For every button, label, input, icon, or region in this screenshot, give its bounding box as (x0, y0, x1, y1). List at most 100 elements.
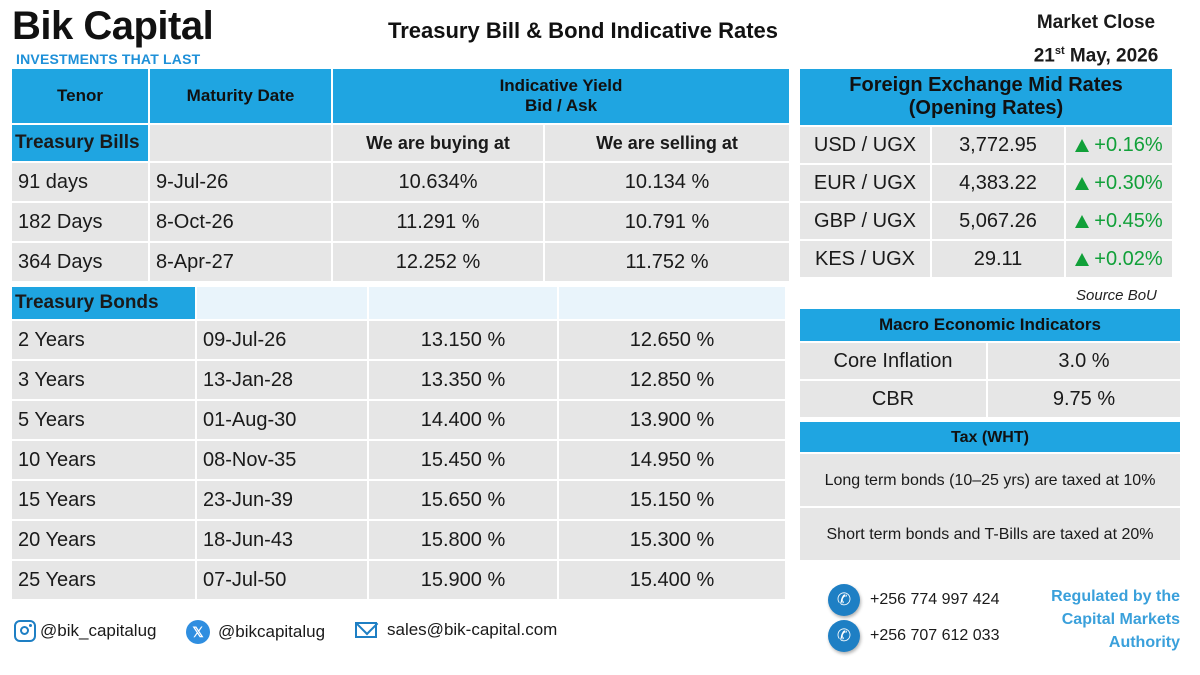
buy-rate-cell: 15.650 % (369, 481, 557, 519)
sell-rate-cell: 14.950 % (559, 441, 785, 479)
section-treasury-bonds: Treasury Bonds (12, 287, 195, 319)
phone-number: +256 707 612 033 (870, 627, 1000, 644)
instagram-icon (14, 620, 36, 642)
email-address: sales@bik-capital.com (387, 620, 558, 639)
fx-change: +0.45% (1066, 203, 1172, 239)
fx-rate: 3,772.95 (932, 127, 1064, 163)
sell-rate-cell: 15.150 % (559, 481, 785, 519)
blank-cell (150, 125, 331, 161)
phone-link-1[interactable]: ✆ +256 774 997 424 (828, 584, 999, 616)
maturity-cell: 01-Aug-30 (197, 401, 367, 439)
tax-table: Tax (WHT) Long term bonds (10–25 yrs) ar… (798, 420, 1182, 562)
buy-rate-cell: 15.900 % (369, 561, 557, 599)
sell-header: We are selling at (545, 125, 789, 161)
buy-rate-cell: 13.150 % (369, 321, 557, 359)
market-close-label: Market Close (1036, 12, 1156, 33)
buy-rate-cell: 10.634% (333, 163, 543, 201)
table-row: 25 Years 07-Jul-50 15.900 % 15.400 % (12, 561, 785, 599)
up-arrow-icon (1075, 176, 1090, 190)
buy-header: We are buying at (333, 125, 543, 161)
fx-header: Foreign Exchange Mid Rates (Opening Rates… (800, 69, 1172, 125)
table-row: 182 Days 8-Oct-26 11.291 % 10.791 % (12, 203, 789, 241)
maturity-cell: 8-Oct-26 (150, 203, 331, 241)
mail-icon (355, 622, 377, 638)
email-link[interactable]: sales@bik-capital.com (355, 620, 557, 640)
tenor-cell: 15 Years (12, 481, 195, 519)
maturity-cell: 08-Nov-35 (197, 441, 367, 479)
sell-rate-cell: 11.752 % (545, 243, 789, 281)
tenor-cell: 5 Years (12, 401, 195, 439)
blank-cell (197, 287, 367, 319)
fx-rate: 29.11 (932, 241, 1064, 277)
table-row: 91 days 9-Jul-26 10.634% 10.134 % (12, 163, 789, 201)
tenor-cell: 182 Days (12, 203, 148, 241)
twitter-link[interactable]: 𝕏 @bikcapitalug (186, 620, 325, 644)
sell-rate-cell: 15.400 % (559, 561, 785, 599)
fx-row: EUR / UGX 4,383.22 +0.30% (800, 165, 1172, 201)
table-row: 5 Years 01-Aug-30 14.400 % 13.900 % (12, 401, 785, 439)
fx-change: +0.16% (1066, 127, 1172, 163)
sell-rate-cell: 15.300 % (559, 521, 785, 559)
table-row: 10 Years 08-Nov-35 15.450 % 14.950 % (12, 441, 785, 479)
table-row: 364 Days 8-Apr-27 12.252 % 11.752 % (12, 243, 789, 281)
macro-header: Macro Economic Indicators (800, 309, 1180, 341)
blank-cell (559, 287, 785, 319)
section-treasury-bills: Treasury Bills (12, 125, 148, 161)
market-close-date: 21st May, 2026 (1033, 45, 1159, 67)
up-arrow-icon (1075, 252, 1090, 266)
tenor-cell: 364 Days (12, 243, 148, 281)
currency-pair: USD / UGX (800, 127, 930, 163)
tenor-cell: 20 Years (12, 521, 195, 559)
phone-number: +256 774 997 424 (870, 591, 1000, 608)
header-yield: Indicative Yield Bid / Ask (333, 69, 789, 123)
tax-note: Short term bonds and T-Bills are taxed a… (800, 508, 1180, 560)
maturity-cell: 9-Jul-26 (150, 163, 331, 201)
table-row: 3 Years 13-Jan-28 13.350 % 12.850 % (12, 361, 785, 399)
tenor-cell: 3 Years (12, 361, 195, 399)
instagram-link[interactable]: @bik_capitalug (14, 620, 157, 642)
brand-logo: Bik Capital INVESTMENTS THAT LAST (12, 4, 227, 68)
tenor-cell: 91 days (12, 163, 148, 201)
buy-rate-cell: 15.800 % (369, 521, 557, 559)
macro-indicators-table: Macro Economic Indicators Core Inflation… (798, 307, 1182, 419)
indicator-label: CBR (800, 381, 986, 417)
phone-link-2[interactable]: ✆ +256 707 612 033 (828, 620, 999, 652)
maturity-cell: 8-Apr-27 (150, 243, 331, 281)
buy-rate-cell: 14.400 % (369, 401, 557, 439)
buy-rate-cell: 15.450 % (369, 441, 557, 479)
fx-rate: 5,067.26 (932, 203, 1064, 239)
table-row: 20 Years 18-Jun-43 15.800 % 15.300 % (12, 521, 785, 559)
tax-note: Long term bonds (10–25 yrs) are taxed at… (800, 454, 1180, 506)
brand-tagline: INVESTMENTS THAT LAST (16, 51, 201, 67)
table-row: 2 Years 09-Jul-26 13.150 % 12.650 % (12, 321, 785, 359)
fx-rates-table: Foreign Exchange Mid Rates (Opening Rates… (798, 67, 1174, 279)
indicator-value: 3.0 % (988, 343, 1180, 379)
macro-row: Core Inflation 3.0 % (800, 343, 1180, 379)
tenor-cell: 25 Years (12, 561, 195, 599)
indicator-label: Core Inflation (800, 343, 986, 379)
tax-header: Tax (WHT) (800, 422, 1180, 452)
macro-row: CBR 9.75 % (800, 381, 1180, 417)
buy-rate-cell: 11.291 % (333, 203, 543, 241)
fx-source: Source BoU (1076, 287, 1157, 304)
fx-row: KES / UGX 29.11 +0.02% (800, 241, 1172, 277)
regulatory-note: Regulated by the Capital Markets Authori… (1051, 588, 1180, 651)
phone-icon: ✆ (828, 584, 860, 616)
phone-icon: ✆ (828, 620, 860, 652)
currency-pair: KES / UGX (800, 241, 930, 277)
sell-rate-cell: 13.900 % (559, 401, 785, 439)
table-row: 15 Years 23-Jun-39 15.650 % 15.150 % (12, 481, 785, 519)
up-arrow-icon (1075, 214, 1090, 228)
fx-rate: 4,383.22 (932, 165, 1064, 201)
tenor-cell: 2 Years (12, 321, 195, 359)
fx-change: +0.02% (1066, 241, 1172, 277)
instagram-handle: @bik_capitalug (40, 621, 157, 640)
fx-change: +0.30% (1066, 165, 1172, 201)
currency-pair: EUR / UGX (800, 165, 930, 201)
maturity-cell: 13-Jan-28 (197, 361, 367, 399)
indicator-value: 9.75 % (988, 381, 1180, 417)
header-tenor: Tenor (12, 69, 148, 123)
maturity-cell: 18-Jun-43 (197, 521, 367, 559)
buy-rate-cell: 13.350 % (369, 361, 557, 399)
header-maturity: Maturity Date (150, 69, 331, 123)
